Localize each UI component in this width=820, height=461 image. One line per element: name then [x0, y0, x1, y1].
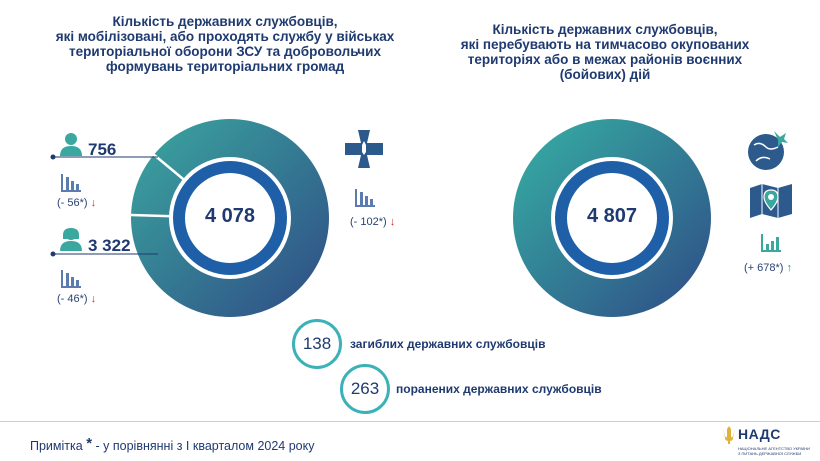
map-pin-icon: [750, 184, 792, 218]
left-title-line-2: які мобілізовані, або проходять службу у…: [55, 29, 395, 44]
killed-label: загиблих державних службовців: [350, 337, 546, 351]
cross-change-text: (- 102*): [350, 216, 387, 228]
logo-name: НАДС: [738, 426, 781, 442]
right-title-line-4: (бойових) дій: [559, 67, 651, 82]
right-title: Кількість державних службовців, які пере…: [420, 22, 790, 82]
left-leader-line-bottom: [50, 251, 158, 257]
footnote-star: *: [86, 435, 93, 452]
logo-sub-line-1: НАЦІОНАЛЬНЕ АГЕНТСТВО УКРАЇНИ: [738, 446, 810, 451]
men-value: 756: [88, 140, 117, 159]
globe-plane-icon: [748, 131, 788, 170]
footnote-prefix: Примітка: [30, 439, 83, 453]
left-title-line-3: територіальної оборони ЗСУ та добровольч…: [69, 44, 381, 59]
left-title-line-4: формувань територіальних громад: [105, 59, 345, 74]
right-total-value: 4 807: [586, 205, 638, 227]
right-donut-center: [567, 173, 657, 263]
logo-sub-line-2: З ПИТАНЬ ДЕРЖАВНОЇ СЛУЖБИ: [738, 451, 802, 456]
women-change: (- 46*) ↓: [57, 293, 96, 305]
cross-change: (- 102*) ↓: [350, 216, 395, 228]
right-change-arrow-up-icon: ↑: [786, 262, 793, 274]
right-donut-chart: [513, 119, 711, 317]
right-title-line-3: територіях або в межах районів воєнних: [467, 52, 743, 67]
trident-icon: [723, 426, 735, 444]
men-chart-icon: [61, 174, 81, 192]
left-title: Кількість державних службовців, які мобі…: [40, 14, 410, 74]
left-leader-line-top: [50, 154, 158, 160]
military-cross-icon: [345, 130, 383, 168]
left-donut-center: [185, 173, 275, 263]
footer-divider: [0, 421, 820, 422]
killed-count-circle: 138: [292, 319, 342, 369]
cross-chart-icon: [355, 189, 375, 207]
left-total-value: 4 078: [204, 205, 256, 227]
women-chart-icon: [61, 270, 81, 288]
growth-chart-icon: [761, 234, 781, 252]
nads-logo: НАДС НАЦІОНАЛЬНЕ АГЕНТСТВО УКРАЇНИ З ПИТ…: [722, 425, 812, 457]
killed-count-value: 138: [302, 334, 332, 353]
left-donut-chart: [130, 119, 329, 317]
right-change: (+ 678*) ↑: [744, 262, 792, 274]
wounded-label: поранених державних службовців: [396, 382, 602, 396]
right-title-line-1: Кількість державних службовців,: [492, 22, 718, 37]
women-change-arrow-down-icon: ↓: [90, 293, 97, 305]
footnote: Примітка * - у порівнянні з I кварталом …: [30, 435, 315, 453]
footnote-text: - у порівнянні з I кварталом 2024 року: [95, 439, 315, 453]
wounded-count-circle: 263: [340, 364, 390, 414]
men-change-text: (- 56*): [57, 197, 88, 209]
left-title-line-1: Кількість державних службовців,: [112, 14, 338, 29]
cross-change-arrow-down-icon: ↓: [389, 216, 396, 228]
women-value: 3 322: [88, 236, 131, 255]
women-change-text: (- 46*): [57, 293, 88, 305]
woman-icon: [60, 228, 82, 251]
man-icon: [60, 133, 82, 156]
men-change: (- 56*) ↓: [57, 197, 96, 209]
men-change-arrow-down-icon: ↓: [90, 197, 97, 209]
wounded-count-value: 263: [350, 379, 380, 398]
right-title-line-2: які перебувають на тимчасово окупованих: [460, 37, 750, 52]
right-change-text: (+ 678*): [744, 262, 784, 274]
